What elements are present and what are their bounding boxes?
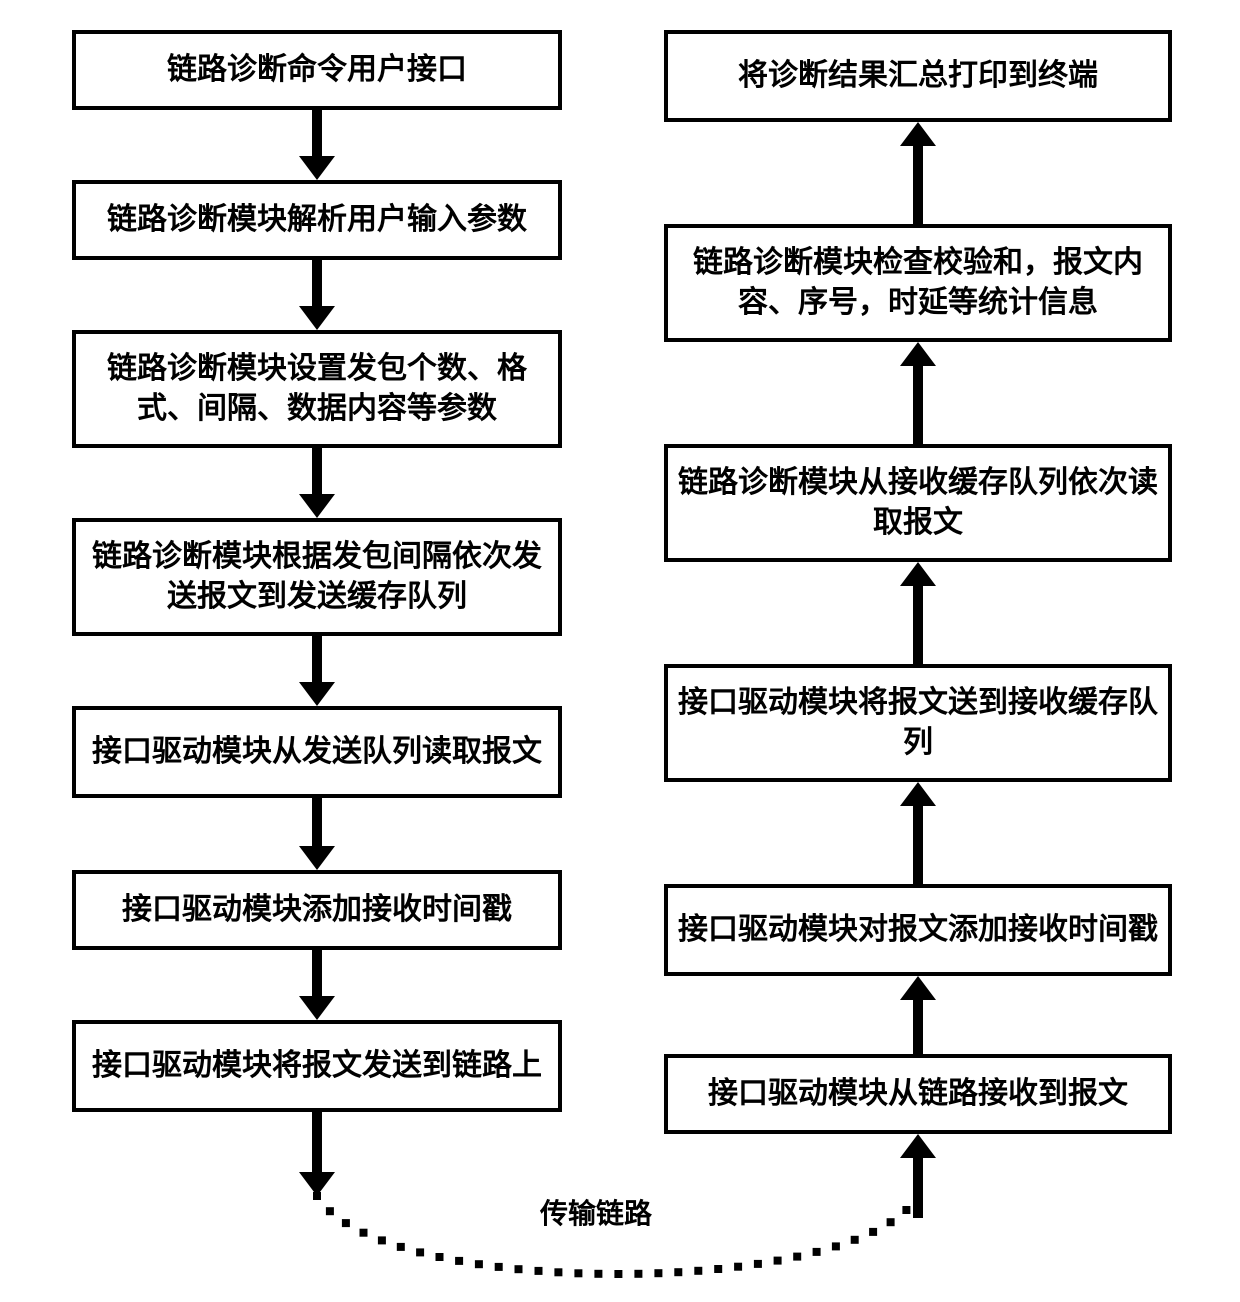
transmission-link-label: 传输链路 bbox=[540, 1192, 652, 1232]
transmission-link-curve bbox=[0, 0, 1240, 1302]
flowchart-canvas: 链路诊断命令用户接口链路诊断模块解析用户输入参数链路诊断模块设置发包个数、格式、… bbox=[0, 0, 1240, 1302]
